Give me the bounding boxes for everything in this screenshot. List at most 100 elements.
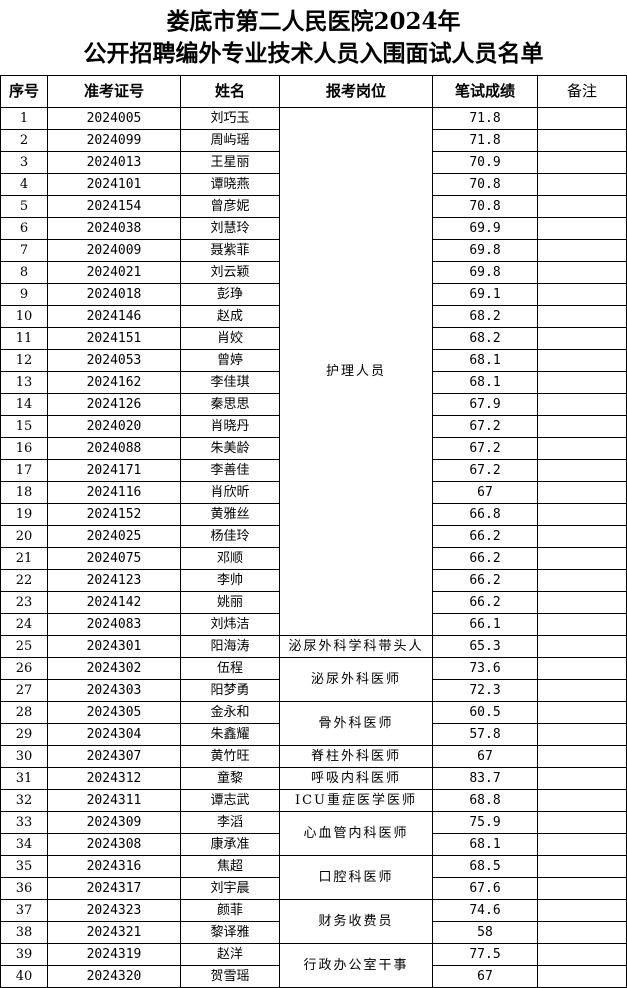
cell-remark [537,613,627,636]
cell-name: 黎译雅 [180,921,280,944]
cell-exam-id: 2024308 [47,833,181,856]
cell-remark [537,591,627,614]
document-title: 娄底市第二人民医院2024年 公开招聘编外专业技术人员入围面试人员名单 [0,6,627,70]
cell-remark [537,943,627,966]
cell-name: 童黎 [180,767,280,790]
cell-exam-id: 2024162 [47,371,181,394]
cell-post: 财务收费员 [279,899,433,944]
cell-no: 28 [0,701,48,724]
header-post: 报考岗位 [279,75,433,108]
cell-score: 68.2 [432,327,538,350]
cell-remark [537,459,627,482]
cell-name: 刘巧玉 [180,107,280,130]
cell-no: 4 [0,173,48,196]
cell-score: 66.2 [432,547,538,570]
cell-score: 60.5 [432,701,538,724]
cell-score: 67.2 [432,459,538,482]
cell-score: 68.5 [432,855,538,878]
cell-post: 口腔科医师 [279,855,433,900]
cell-exam-id: 2024146 [47,305,181,328]
header-score: 笔试成绩 [432,75,538,108]
cell-no: 11 [0,327,48,350]
cell-remark [537,899,627,922]
cell-score: 66.8 [432,503,538,526]
table-row: 24 2024083 刘炜洁 66.1 [0,613,627,636]
cell-exam-id: 2024307 [47,745,181,768]
cell-remark [537,921,627,944]
cell-score: 67 [432,745,538,768]
cell-remark [537,107,627,130]
cell-post: 护理人员 [279,107,433,636]
cell-name: 赵成 [180,305,280,328]
cell-name: 李佳琪 [180,371,280,394]
cell-score: 67.2 [432,415,538,438]
cell-score: 70.8 [432,173,538,196]
cell-exam-id: 2024101 [47,173,181,196]
cell-no: 30 [0,745,48,768]
cell-post: 呼吸内科医师 [279,767,433,790]
cell-name: 贺雪瑶 [180,965,280,988]
cell-name: 谭晓燕 [180,173,280,196]
cell-exam-id: 2024304 [47,723,181,746]
cell-no: 15 [0,415,48,438]
cell-no: 10 [0,305,48,328]
table-row: 15 2024020 肖晓丹 67.2 [0,415,627,438]
cell-no: 26 [0,657,48,680]
cell-remark [537,481,627,504]
cell-no: 6 [0,217,48,240]
cell-exam-id: 2024088 [47,437,181,460]
cell-name: 杨佳玲 [180,525,280,548]
cell-score: 71.8 [432,107,538,130]
cell-exam-id: 2024038 [47,217,181,240]
cell-remark [537,635,627,658]
cell-remark [537,745,627,768]
cell-name: 秦思思 [180,393,280,416]
cell-exam-id: 2024309 [47,811,181,834]
cell-no: 25 [0,635,48,658]
cell-remark [537,261,627,284]
cell-score: 69.8 [432,239,538,262]
cell-score: 69.8 [432,261,538,284]
cell-name: 朱鑫耀 [180,723,280,746]
cell-exam-id: 2024151 [47,327,181,350]
cell-score: 74.6 [432,899,538,922]
table-row: 28 2024305 金永和 骨外科医师 60.5 [0,701,627,746]
table-row: 1 2024005 刘巧玉 护理人员 71.8 [0,107,627,636]
cell-remark [537,437,627,460]
cell-remark [537,767,627,790]
cell-name: 李帅 [180,569,280,592]
cell-score: 77.5 [432,943,538,966]
cell-score: 68.1 [432,371,538,394]
cell-remark [537,393,627,416]
cell-exam-id: 2024099 [47,129,181,152]
cell-name: 曾婷 [180,349,280,372]
table-row: 14 2024126 秦思思 67.9 [0,393,627,416]
header-remark: 备注 [537,75,627,108]
cell-remark [537,833,627,856]
cell-name: 朱美龄 [180,437,280,460]
table-row: 34 2024308 康承准 68.1 [0,833,627,856]
cell-no: 24 [0,613,48,636]
cell-score: 67.6 [432,877,538,900]
table-row: 40 2024320 贺雪瑶 67 [0,965,627,988]
cell-exam-id: 2024321 [47,921,181,944]
cell-score: 73.6 [432,657,538,680]
header-exam-id: 准考证号 [47,75,181,108]
cell-name: 刘宇晨 [180,877,280,900]
cell-exam-id: 2024316 [47,855,181,878]
table-row: 32 2024311 谭志武 ICU重症医学医师 68.8 [0,789,627,812]
cell-name: 焦超 [180,855,280,878]
cell-no: 12 [0,349,48,372]
cell-score: 75.9 [432,811,538,834]
cell-exam-id: 2024123 [47,569,181,592]
cell-remark [537,855,627,878]
table-row: 9 2024018 彭琤 69.1 [0,283,627,306]
cell-exam-id: 2024320 [47,965,181,988]
cell-remark [537,679,627,702]
cell-score: 68.1 [432,349,538,372]
cell-remark [537,789,627,812]
cell-name: 彭琤 [180,283,280,306]
cell-score: 83.7 [432,767,538,790]
table-row: 35 2024316 焦超 口腔科医师 68.5 [0,855,627,900]
cell-exam-id: 2024018 [47,283,181,306]
